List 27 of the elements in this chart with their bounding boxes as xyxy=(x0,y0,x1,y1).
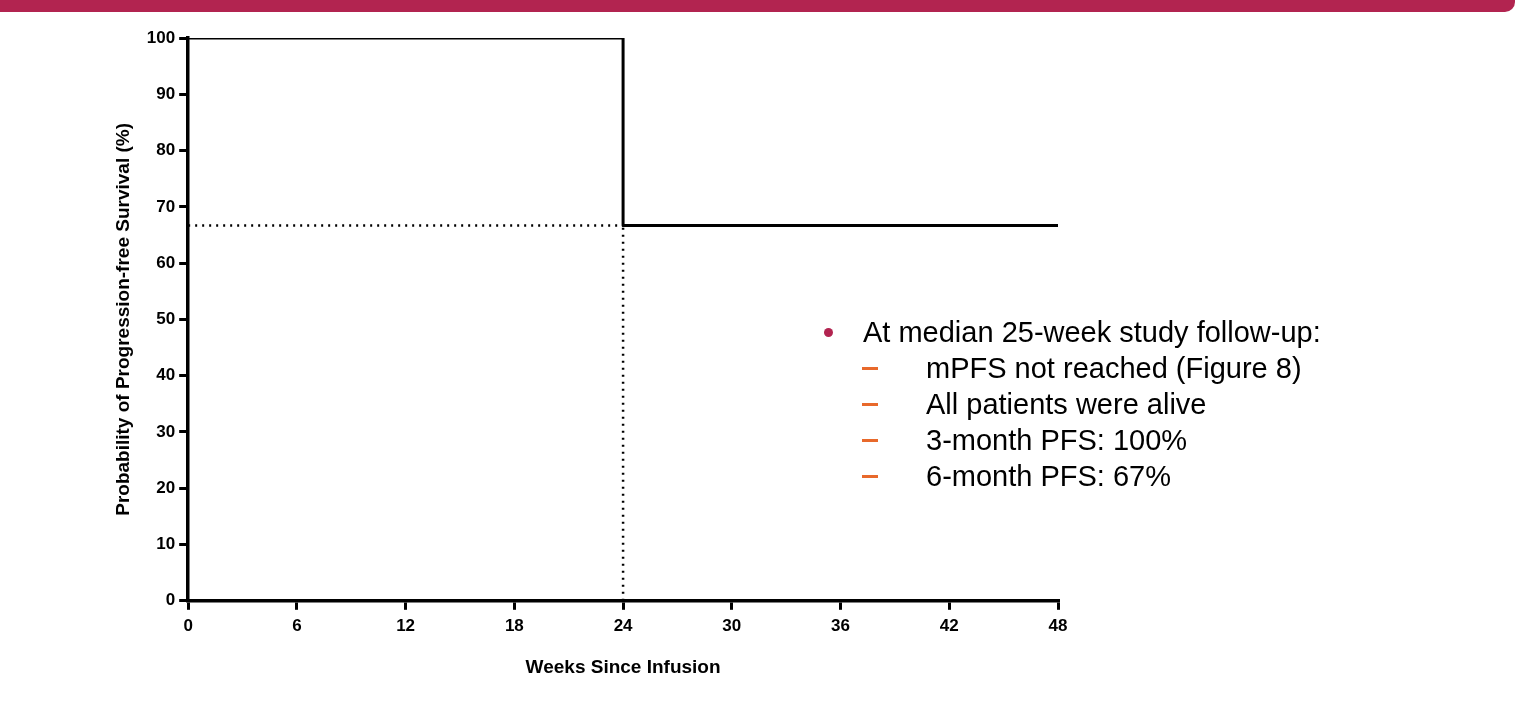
x-tick-label: 24 xyxy=(613,615,634,635)
y-tick-label: 30 xyxy=(156,421,176,441)
y-tick-label: 40 xyxy=(156,365,176,385)
y-tick-label: 20 xyxy=(156,477,176,497)
x-tick-label: 12 xyxy=(396,615,416,635)
x-tick-label: 18 xyxy=(504,615,524,635)
y-tick-label: 70 xyxy=(156,196,176,216)
x-tick-label: 42 xyxy=(939,615,959,635)
y-tick-label: 50 xyxy=(156,309,176,329)
x-axis-title: Weeks Since Infusion xyxy=(525,655,721,677)
x-tick-label: 0 xyxy=(183,615,193,635)
annotation: 3-month PFS: 100% xyxy=(926,423,1188,458)
annotation: At median 25-week study follow-up: xyxy=(863,315,1321,350)
y-tick-label: 10 xyxy=(156,534,176,554)
y-tick-label: 0 xyxy=(165,590,176,610)
x-tick-label: 30 xyxy=(722,615,742,635)
x-tick-label: 36 xyxy=(831,615,850,635)
annotation: mPFS not reached (Figure 8) xyxy=(926,351,1302,386)
x-tick-label: 6 xyxy=(292,615,302,635)
y-tick-label: 90 xyxy=(156,83,176,103)
annotation: 6-month PFS: 67% xyxy=(926,459,1171,494)
y-tick-label: 80 xyxy=(156,140,176,160)
y-axis-title: Probability of Progression-free Survival (%) xyxy=(111,123,133,516)
annotation: All patients were alive xyxy=(926,387,1207,422)
y-tick-label: 60 xyxy=(156,252,176,272)
x-tick-label: 48 xyxy=(1048,615,1068,635)
y-tick-label: 100 xyxy=(146,27,176,47)
